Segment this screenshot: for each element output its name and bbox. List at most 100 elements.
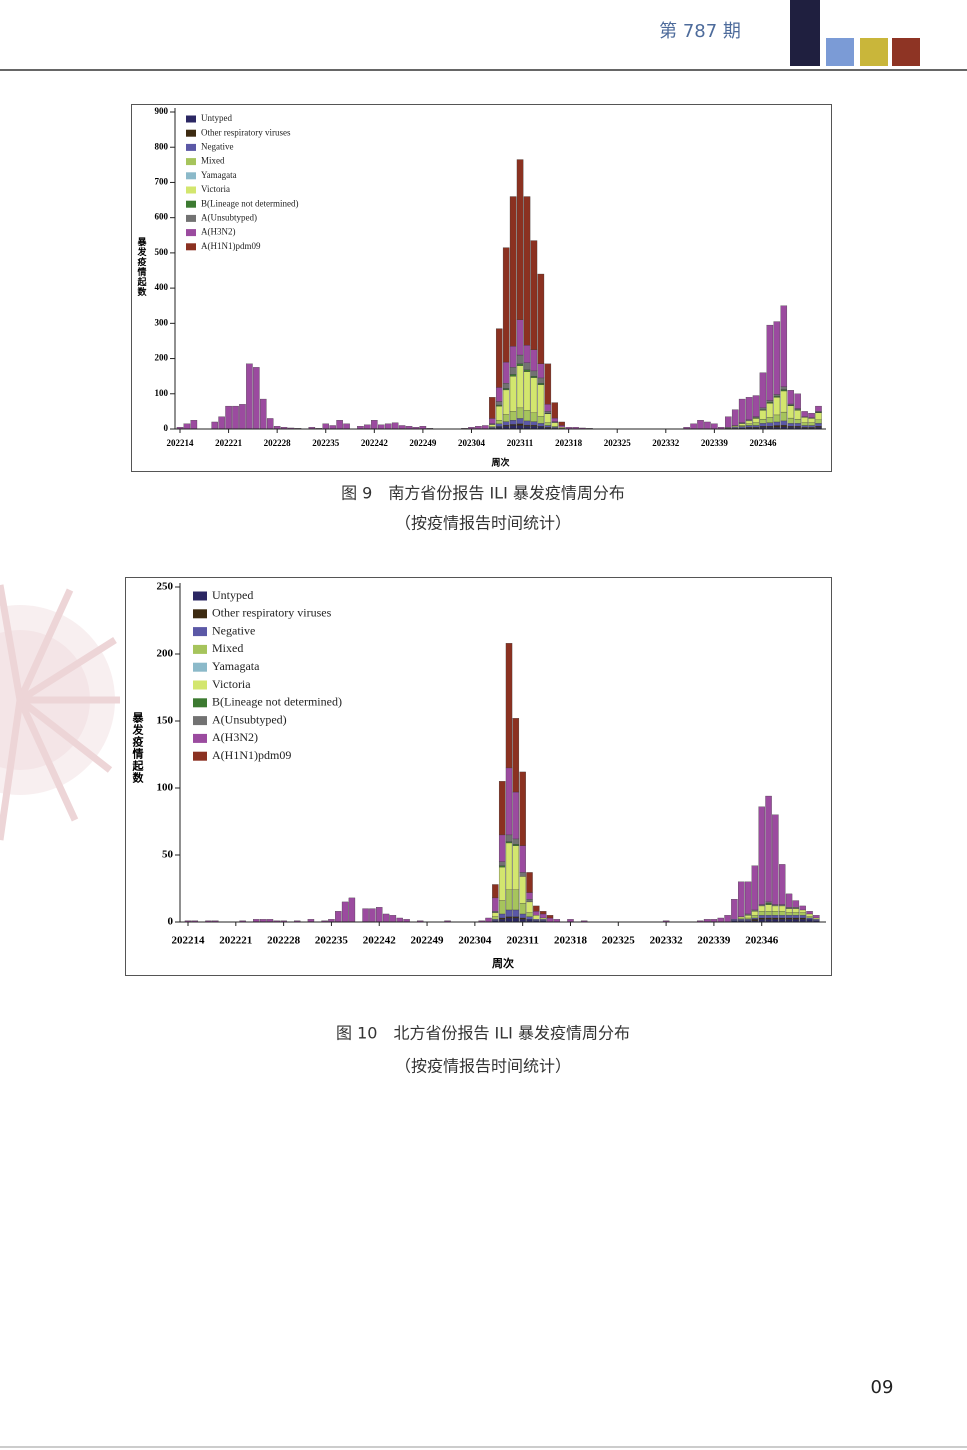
bar-segment [495, 401, 503, 406]
bar-segment [779, 911, 786, 916]
bar-segment [537, 383, 545, 385]
bar-segment [738, 426, 746, 429]
bar-segment [533, 905, 540, 912]
bar-segment [759, 372, 767, 409]
bar-segment [322, 423, 329, 430]
bar-segment [211, 421, 218, 430]
legend-swatch [186, 229, 196, 237]
bar-segment [558, 421, 565, 426]
bar-segment [502, 247, 510, 363]
x-tick-label: 202325 [602, 935, 636, 947]
x-tick-label: 202249 [409, 438, 437, 448]
x-tick-label: 202346 [749, 438, 777, 448]
bar-segment [537, 416, 545, 424]
bar-segment [801, 411, 808, 417]
bar-segment [751, 865, 759, 911]
bar-segment [505, 916, 513, 919]
bar-segment [806, 916, 813, 919]
bar-segment [523, 369, 531, 372]
bar-segment [779, 904, 786, 907]
bar-segment [502, 389, 510, 415]
bar-segment [492, 919, 499, 921]
bar-segment [512, 791, 520, 840]
bar-segment [787, 405, 794, 419]
x-tick-label: 202242 [361, 438, 389, 448]
bar-segment [752, 395, 760, 417]
bar-segment [766, 403, 774, 418]
bar-segment [766, 417, 774, 423]
bar-segment [489, 424, 496, 427]
bar-segment [794, 393, 801, 409]
bar-segment [512, 718, 520, 793]
bar-segment [813, 919, 820, 921]
bar-segment [384, 423, 392, 430]
bar-segment [738, 916, 745, 919]
bar-segment [502, 421, 510, 426]
bar-segment [492, 897, 499, 912]
bar-segment [498, 861, 506, 866]
bar-segment [758, 915, 765, 919]
bar-segment [512, 838, 520, 845]
bar-segment [551, 402, 559, 419]
bar-segment [765, 911, 772, 916]
bar-segment [489, 418, 496, 424]
bar-segment [505, 841, 513, 844]
bar-segment [808, 422, 815, 426]
bar-segment [378, 424, 385, 430]
bar-segment [218, 416, 225, 430]
bar-segment [738, 919, 745, 921]
legend-label: Untyped [201, 113, 232, 123]
x-tick-label: 202228 [267, 935, 301, 947]
bar-segment [758, 904, 765, 907]
bar-segment [794, 426, 801, 428]
y-tick-label: 50 [162, 849, 174, 861]
y-tick-label: 0 [164, 423, 169, 433]
bar-segment [780, 305, 788, 387]
legend-label: Untyped [212, 588, 253, 602]
legend-swatch [193, 680, 207, 690]
bar-segment [551, 426, 559, 428]
bar-segment [519, 876, 526, 904]
figure-note: （按疫情报告时间统计） [395, 1057, 571, 1076]
bar-segment [509, 411, 517, 421]
bar-segment [787, 417, 794, 424]
bar-segment [530, 424, 538, 427]
bar-segment [498, 834, 506, 862]
bar-segment [690, 423, 697, 430]
bar-segment [773, 421, 781, 426]
figure-note: （按疫情报告时间统计） [395, 514, 571, 533]
bar-segment [780, 390, 788, 413]
bar-segment [738, 425, 746, 427]
bar-segment [362, 908, 369, 923]
bar-segment [537, 273, 545, 364]
header-block [860, 38, 888, 66]
bar-segment [509, 376, 517, 412]
bar-segment [516, 407, 524, 419]
bar-segment [773, 425, 781, 428]
bar-segment [526, 899, 533, 903]
bar-segment [758, 917, 765, 920]
x-tick-label: 202346 [745, 935, 779, 947]
bar-segment [537, 363, 545, 379]
bar-segment [523, 410, 531, 422]
bar-segment [780, 389, 788, 392]
bar-segment [343, 423, 350, 430]
bar-segment [530, 412, 538, 422]
bar-segment [523, 420, 531, 426]
legend-label: B(Lineage not determined) [212, 695, 342, 709]
bar-segment [232, 405, 239, 430]
bar-segment [751, 919, 759, 921]
bar-segment [376, 907, 383, 923]
legend-swatch [193, 751, 207, 761]
bar-segment [785, 912, 793, 916]
bar-segment [792, 912, 800, 916]
bar-segment [808, 412, 815, 418]
bar-segment [492, 912, 499, 917]
bar-segment [799, 909, 806, 913]
issue-number: 第 787 期 [659, 21, 741, 42]
x-tick-label: 202304 [458, 935, 492, 947]
bar-segment [530, 421, 538, 426]
bar-segment [519, 872, 526, 877]
figure-caption: 图 9 南方省份报告 ILI 暴发疫情周分布 [341, 484, 625, 503]
bar-segment [711, 423, 718, 430]
